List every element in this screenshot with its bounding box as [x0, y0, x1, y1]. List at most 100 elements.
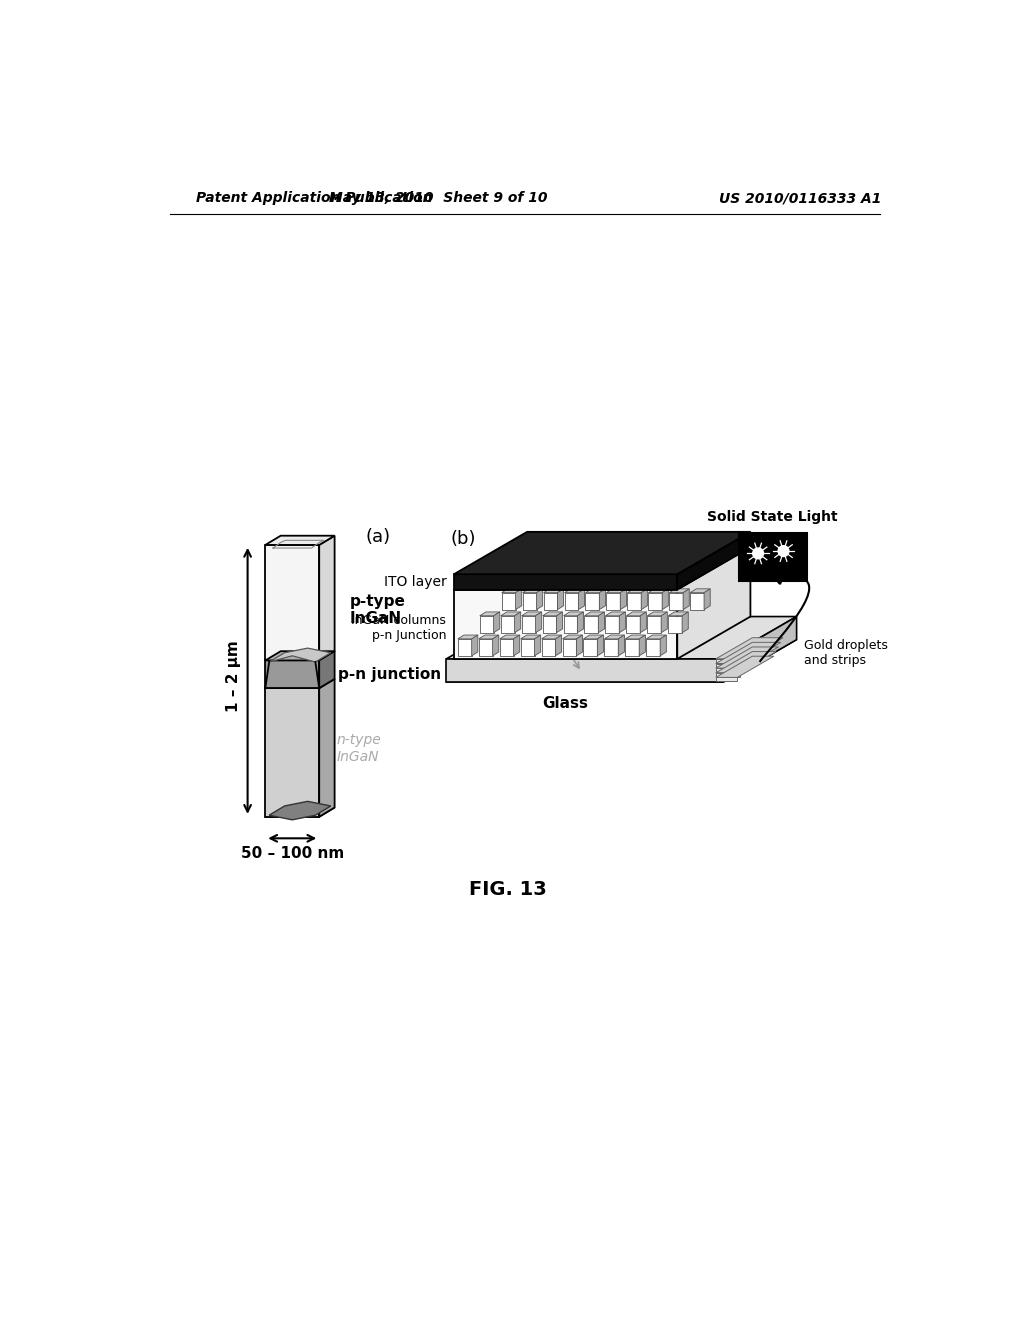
Polygon shape — [716, 664, 744, 668]
Polygon shape — [586, 589, 605, 593]
Polygon shape — [521, 612, 542, 615]
Polygon shape — [502, 593, 515, 610]
Polygon shape — [454, 590, 677, 659]
Polygon shape — [626, 635, 645, 639]
Polygon shape — [265, 536, 335, 545]
Polygon shape — [454, 548, 751, 590]
Polygon shape — [716, 656, 774, 677]
Circle shape — [753, 548, 764, 558]
Polygon shape — [716, 643, 781, 664]
Text: Glass: Glass — [543, 696, 589, 711]
Polygon shape — [494, 612, 500, 632]
Polygon shape — [648, 593, 663, 610]
Polygon shape — [598, 612, 604, 632]
Polygon shape — [458, 635, 478, 639]
Polygon shape — [446, 659, 724, 682]
Polygon shape — [319, 536, 335, 660]
Polygon shape — [454, 532, 751, 574]
Polygon shape — [690, 589, 711, 593]
Polygon shape — [265, 545, 319, 660]
Polygon shape — [543, 612, 562, 615]
Polygon shape — [606, 589, 627, 593]
Polygon shape — [446, 616, 797, 659]
Polygon shape — [480, 612, 500, 615]
Polygon shape — [670, 593, 683, 610]
Polygon shape — [579, 589, 585, 610]
Polygon shape — [564, 589, 585, 593]
Polygon shape — [500, 635, 520, 639]
Polygon shape — [660, 635, 667, 656]
Text: (a): (a) — [366, 528, 390, 546]
Polygon shape — [555, 635, 561, 656]
Polygon shape — [584, 635, 603, 639]
Polygon shape — [502, 589, 521, 593]
Polygon shape — [669, 612, 688, 615]
Polygon shape — [544, 593, 557, 610]
Polygon shape — [562, 635, 583, 639]
Polygon shape — [265, 660, 319, 688]
Polygon shape — [641, 589, 647, 610]
Polygon shape — [501, 612, 521, 615]
Polygon shape — [520, 639, 535, 656]
Polygon shape — [522, 593, 537, 610]
Polygon shape — [556, 612, 562, 632]
Polygon shape — [501, 615, 514, 632]
Polygon shape — [724, 616, 797, 682]
Polygon shape — [663, 589, 669, 610]
Polygon shape — [265, 688, 319, 817]
Polygon shape — [563, 615, 578, 632]
Polygon shape — [604, 635, 625, 639]
Polygon shape — [628, 589, 647, 593]
Polygon shape — [682, 612, 688, 632]
Polygon shape — [604, 639, 618, 656]
Polygon shape — [639, 635, 645, 656]
Polygon shape — [521, 615, 536, 632]
Text: 1 – 2 μm: 1 – 2 μm — [226, 640, 242, 711]
Polygon shape — [454, 574, 677, 590]
Text: p-n junction: p-n junction — [339, 667, 441, 682]
Polygon shape — [562, 639, 577, 656]
Polygon shape — [515, 589, 521, 610]
Polygon shape — [578, 612, 584, 632]
Polygon shape — [542, 635, 561, 639]
Polygon shape — [269, 801, 331, 820]
Polygon shape — [597, 635, 603, 656]
Polygon shape — [265, 651, 335, 660]
Polygon shape — [522, 589, 543, 593]
Polygon shape — [716, 677, 737, 681]
Polygon shape — [584, 639, 597, 656]
Text: Gold droplets
and strips: Gold droplets and strips — [804, 639, 888, 667]
Polygon shape — [543, 615, 556, 632]
Polygon shape — [716, 659, 746, 663]
Text: InGaN columns
p-n Junction: InGaN columns p-n Junction — [351, 614, 446, 642]
Text: May 13, 2010  Sheet 9 of 10: May 13, 2010 Sheet 9 of 10 — [330, 191, 548, 206]
Polygon shape — [563, 612, 584, 615]
Polygon shape — [646, 635, 667, 639]
Polygon shape — [520, 635, 541, 639]
Polygon shape — [480, 615, 494, 632]
Polygon shape — [535, 635, 541, 656]
Polygon shape — [458, 639, 472, 656]
Polygon shape — [479, 635, 499, 639]
Polygon shape — [557, 589, 563, 610]
Polygon shape — [670, 589, 689, 593]
Polygon shape — [605, 612, 626, 615]
Polygon shape — [662, 612, 668, 632]
Polygon shape — [705, 589, 711, 610]
Polygon shape — [640, 612, 646, 632]
Polygon shape — [269, 648, 331, 663]
Text: 50 – 100 nm: 50 – 100 nm — [241, 846, 344, 861]
Polygon shape — [479, 639, 493, 656]
Polygon shape — [648, 589, 669, 593]
Text: InGaN: InGaN — [350, 611, 402, 627]
Text: n-type: n-type — [337, 733, 382, 747]
Polygon shape — [627, 615, 640, 632]
Polygon shape — [716, 668, 742, 672]
Polygon shape — [621, 589, 627, 610]
Polygon shape — [564, 593, 579, 610]
Polygon shape — [647, 615, 662, 632]
Polygon shape — [586, 593, 599, 610]
Polygon shape — [514, 635, 520, 656]
Polygon shape — [472, 635, 478, 656]
Circle shape — [778, 545, 788, 557]
